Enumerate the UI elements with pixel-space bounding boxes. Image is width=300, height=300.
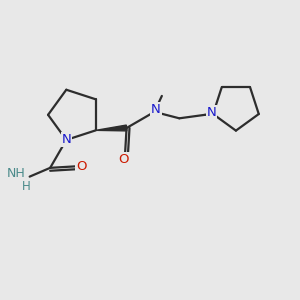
Text: H: H [22, 180, 30, 194]
Text: N: N [61, 134, 71, 146]
Text: NH: NH [7, 167, 25, 180]
Text: O: O [118, 153, 129, 166]
Text: N: N [207, 106, 217, 119]
Polygon shape [96, 125, 127, 131]
Text: O: O [76, 160, 87, 173]
Text: N: N [151, 103, 161, 116]
